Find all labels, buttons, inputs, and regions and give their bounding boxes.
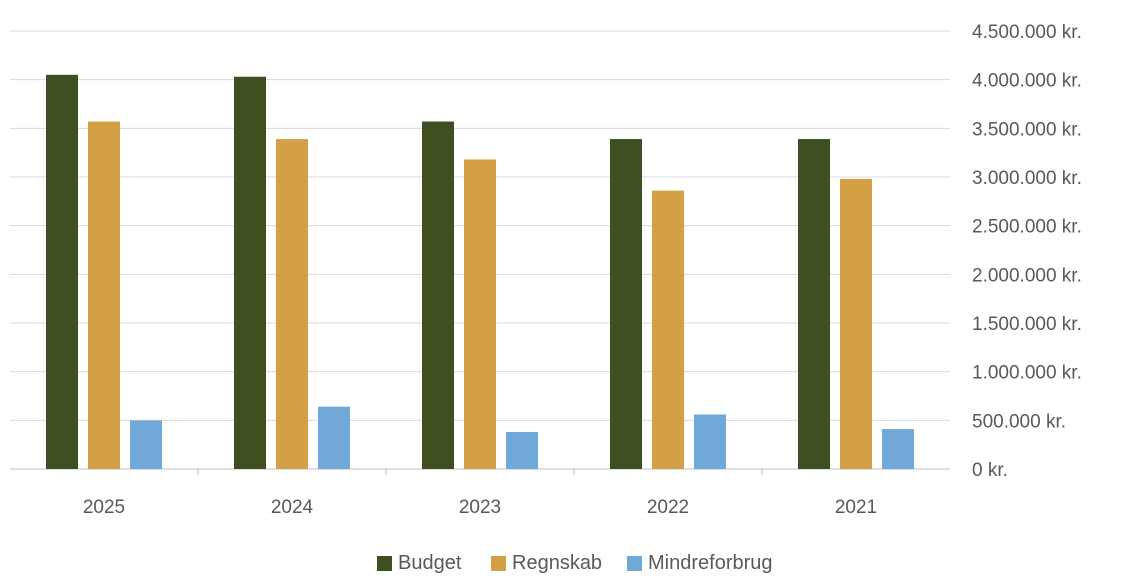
bar-regnskab-2022: [652, 190, 684, 470]
bar-budget-2022: [610, 139, 642, 470]
x-tick-label: 2022: [647, 497, 689, 518]
y-tick-label: 4.500.000 kr.: [972, 22, 1082, 43]
y-tick-label: 3.000.000 kr.: [972, 168, 1082, 189]
bar-mindreforbrug-2024: [318, 406, 350, 469]
y-tick-label: 500.000 kr.: [972, 411, 1066, 432]
bar-mindreforbrug-2023: [506, 432, 538, 469]
y-axis: 4.500.000 kr. 4.000.000 kr. 3.500.000 kr. 3…: [972, 22, 1082, 481]
x-tick-label: 2021: [835, 497, 877, 518]
x-axis: 2025 2024 2023 2022 2021: [83, 469, 877, 518]
x-tick-label: 2025: [83, 497, 125, 518]
legend: Budget Regnskab Mindreforbrug: [377, 552, 773, 574]
bar-budget-2025: [46, 74, 78, 470]
x-tick-label: 2024: [271, 497, 314, 518]
legend-label-budget: Budget: [398, 552, 462, 574]
legend-label-regnskab: Regnskab: [512, 552, 602, 574]
y-tick-label: 1.000.000 kr.: [972, 363, 1082, 384]
y-tick-label: 1.500.000 kr.: [972, 314, 1082, 335]
bar-mindreforbrug-2025: [130, 420, 162, 469]
bar-budget-2023: [422, 121, 454, 470]
x-tick-label: 2023: [459, 497, 501, 518]
bar-budget-2024: [234, 76, 266, 469]
legend-swatch-mindreforbrug: [627, 556, 642, 571]
legend-label-mindreforbrug: Mindreforbrug: [648, 552, 773, 574]
bars: [46, 74, 914, 470]
bar-budget-2021: [798, 139, 830, 470]
y-tick-label: 2.500.000 kr.: [972, 217, 1082, 238]
legend-swatch-regnskab: [491, 556, 506, 571]
bar-mindreforbrug-2022: [694, 414, 726, 469]
bar-regnskab-2023: [464, 159, 496, 470]
y-tick-label: 0 kr.: [972, 460, 1008, 481]
y-tick-label: 3.500.000 kr.: [972, 119, 1082, 140]
legend-swatch-budget: [377, 556, 392, 571]
bar-regnskab-2025: [88, 121, 120, 470]
bar-regnskab-2021: [840, 178, 872, 470]
bar-mindreforbrug-2021: [882, 429, 914, 469]
y-tick-label: 4.000.000 kr.: [972, 71, 1082, 92]
bar-regnskab-2024: [276, 139, 308, 470]
y-tick-label: 2.000.000 kr.: [972, 265, 1082, 286]
